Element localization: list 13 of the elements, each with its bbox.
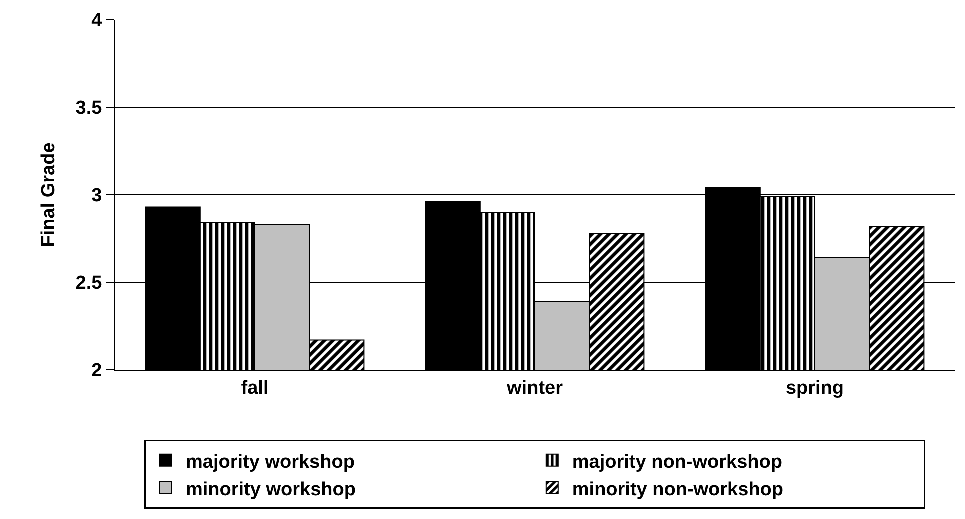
x-tick-label: fall (241, 378, 269, 399)
y-tick-label: 3.5 (76, 98, 103, 120)
y-axis-title: Final Grade (38, 142, 60, 248)
x-tick-label: winter (506, 378, 564, 399)
legend-label: minority workshop (186, 479, 356, 500)
y-tick-label: 3 (92, 186, 102, 207)
x-tick-label: spring (786, 378, 844, 399)
y-tick-label: 2.5 (76, 273, 103, 294)
series-label: majority non-workshop (572, 452, 782, 473)
y-tick-label: 4 (92, 10, 103, 32)
y-tick-label: 2 (92, 360, 102, 382)
series-label: minority non-workshop (572, 479, 784, 500)
legend-label: majority workshop (186, 452, 355, 473)
